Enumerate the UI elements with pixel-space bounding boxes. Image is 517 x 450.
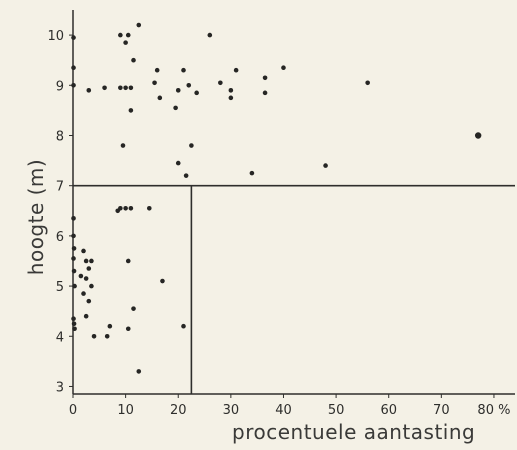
data-point <box>189 143 194 148</box>
y-tick-label: 9 <box>56 79 64 94</box>
data-point <box>91 333 97 339</box>
y-tick-label: 10 <box>47 29 64 44</box>
data-point <box>89 258 94 264</box>
data-point <box>218 80 223 86</box>
data-point <box>78 273 84 279</box>
data-point <box>102 85 107 91</box>
data-point <box>125 32 131 38</box>
data-point <box>173 105 178 111</box>
data-point <box>86 88 92 93</box>
data-point <box>118 85 123 91</box>
data-point <box>72 283 77 289</box>
y-axis-label-box: hoogte (m) <box>6 132 66 302</box>
axes <box>72 10 515 395</box>
x-tick-label: 80 % <box>477 403 510 418</box>
data-point <box>118 32 123 38</box>
data-point <box>281 65 286 71</box>
data-point <box>228 88 234 93</box>
data-point <box>71 82 76 88</box>
data-point <box>175 160 181 166</box>
y-tick-label: 5 <box>56 280 64 295</box>
data-point <box>104 333 110 339</box>
data-point <box>118 205 123 211</box>
data-point <box>83 276 89 281</box>
x-tick-label: 50 <box>328 403 345 418</box>
data-point <box>154 67 160 73</box>
data-point <box>262 75 268 81</box>
data-point <box>107 323 113 329</box>
data-point <box>128 108 134 113</box>
data-point <box>128 205 134 211</box>
data-point <box>365 80 370 86</box>
x-tick-label: 30 <box>223 403 240 418</box>
data-points <box>71 22 482 374</box>
data-point <box>86 266 92 271</box>
data-point <box>131 57 136 63</box>
data-point <box>123 40 128 45</box>
x-tick-label: 0 <box>69 403 77 418</box>
data-point <box>72 326 77 332</box>
y-tick-label: 8 <box>56 129 64 144</box>
data-point <box>157 95 163 101</box>
data-point <box>146 205 152 211</box>
data-point <box>131 306 136 311</box>
data-point <box>83 258 89 264</box>
data-point <box>81 248 86 254</box>
data-point <box>194 90 199 96</box>
y-tick-label: 7 <box>56 180 64 195</box>
data-point <box>86 298 92 304</box>
data-point <box>123 85 128 91</box>
data-point <box>262 90 268 96</box>
data-point <box>120 143 126 148</box>
data-point <box>81 291 86 296</box>
data-point <box>71 216 76 221</box>
y-axis-label: hoogte (m) <box>24 158 48 276</box>
data-point <box>71 65 76 71</box>
data-point <box>152 80 157 86</box>
reference-lines <box>73 184 515 394</box>
data-point <box>160 278 165 284</box>
x-tick-label: 60 <box>380 403 397 418</box>
data-point <box>136 22 142 28</box>
data-point <box>186 82 192 88</box>
data-point <box>71 316 76 322</box>
data-point <box>71 268 77 274</box>
data-point <box>71 35 76 40</box>
data-point <box>71 233 76 239</box>
data-point <box>71 246 77 251</box>
data-point <box>323 163 328 168</box>
tick-labels: 3 4 5 6 7 8 9 10 0 10 20 30 40 50 60 70 80 % <box>47 29 510 418</box>
data-point <box>125 258 131 264</box>
data-point <box>183 173 189 178</box>
x-axis-label: procentuele aantasting <box>232 420 476 444</box>
data-point <box>249 170 255 176</box>
data-point <box>474 132 482 139</box>
data-point <box>207 32 213 38</box>
data-point <box>136 369 142 374</box>
data-point <box>89 283 94 289</box>
y-tick-label: 6 <box>56 230 64 245</box>
data-point <box>71 256 76 261</box>
x-tick-label: 40 <box>275 403 292 418</box>
data-point <box>228 95 234 101</box>
y-tick-label: 4 <box>56 330 64 345</box>
data-point <box>125 326 131 332</box>
data-point <box>123 205 128 211</box>
y-tick-label: 3 <box>56 380 64 395</box>
data-point <box>233 67 239 73</box>
data-point <box>181 67 186 73</box>
x-tick-label: 20 <box>170 403 187 418</box>
data-point <box>128 85 134 91</box>
x-tick-label: 10 <box>117 403 134 418</box>
data-point <box>71 321 77 327</box>
data-point <box>181 323 186 329</box>
x-tick-label: 70 <box>433 403 450 418</box>
data-point <box>83 313 89 319</box>
data-point <box>175 88 181 93</box>
